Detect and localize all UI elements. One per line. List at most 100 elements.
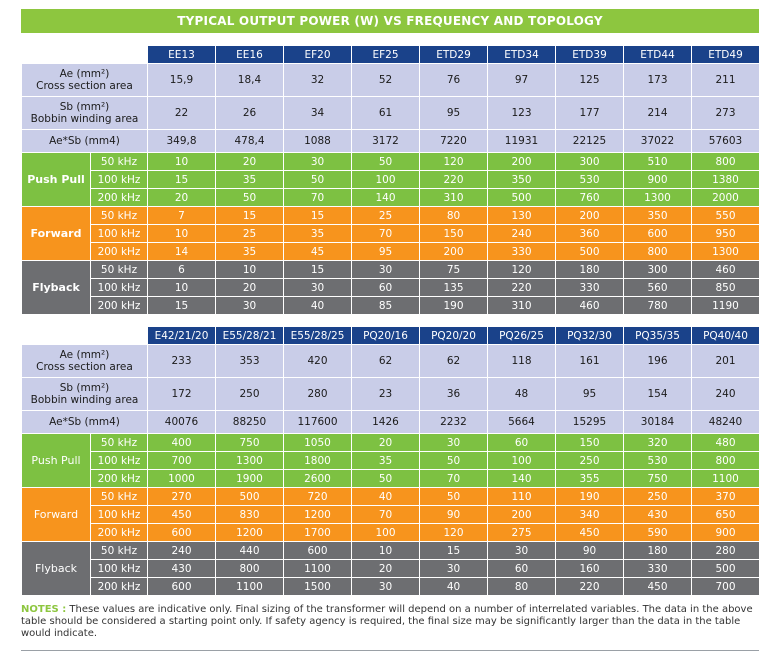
property-value: 478,4: [215, 129, 284, 153]
power-value: 240: [487, 224, 556, 243]
property-value: 1088: [283, 129, 352, 153]
property-value: 26: [215, 96, 284, 130]
topology-label: Push Pull: [21, 152, 91, 207]
power-value: 15: [147, 296, 216, 315]
core-header: ETD49: [691, 45, 760, 64]
power-value: 310: [419, 188, 488, 207]
power-value: 15: [215, 206, 284, 225]
power-value: 750: [215, 433, 284, 452]
property-value: 30184: [623, 410, 692, 434]
property-value: 154: [623, 377, 692, 411]
property-value: 201: [691, 344, 760, 378]
topology-label: Flyback: [21, 260, 91, 315]
property-value: 88250: [215, 410, 284, 434]
core-header: EE13: [147, 45, 216, 64]
frequency-label: 200 kHz: [90, 577, 148, 596]
property-value: 18,4: [215, 63, 284, 97]
power-value: 1380: [691, 170, 760, 189]
property-label: Ae (mm²) Cross section area: [21, 63, 148, 97]
property-description: Cross section area: [36, 80, 133, 92]
property-value: 2232: [419, 410, 488, 434]
power-value: 30: [351, 577, 420, 596]
core-header: ETD29: [419, 45, 488, 64]
property-label: Ae*Sb (mm4): [21, 129, 148, 153]
property-value: 32: [283, 63, 352, 97]
power-value: 15: [283, 206, 352, 225]
power-value: 220: [487, 278, 556, 297]
power-value: 800: [691, 451, 760, 470]
frequency-label: 50 kHz: [90, 433, 148, 452]
power-value: 120: [419, 152, 488, 171]
power-value: 600: [147, 577, 216, 596]
property-value: 214: [623, 96, 692, 130]
property-value: 15295: [555, 410, 624, 434]
power-value: 1100: [691, 469, 760, 488]
topology-label: Forward: [21, 206, 91, 261]
power-value: 300: [555, 152, 624, 171]
power-value: 510: [623, 152, 692, 171]
property-value: 52: [351, 63, 420, 97]
property-value: 37022: [623, 129, 692, 153]
power-value: 1700: [283, 523, 352, 542]
core-header: PQ20/20: [419, 326, 488, 345]
power-value: 140: [487, 469, 556, 488]
property-value: 95: [555, 377, 624, 411]
property-value: 161: [555, 344, 624, 378]
power-value: 120: [487, 260, 556, 279]
power-value: 1200: [283, 505, 352, 524]
power-value: 450: [623, 577, 692, 596]
frequency-label: 200 kHz: [90, 523, 148, 542]
property-name: Ae*Sb (mm4): [49, 416, 120, 428]
power-value: 200: [555, 206, 624, 225]
power-value: 110: [487, 487, 556, 506]
power-value: 700: [147, 451, 216, 470]
power-value: 500: [215, 487, 284, 506]
property-value: 177: [555, 96, 624, 130]
power-value: 15: [147, 170, 216, 189]
power-value: 80: [419, 206, 488, 225]
property-description: Bobbin winding area: [30, 113, 139, 125]
power-value: 40: [419, 577, 488, 596]
property-value: 118: [487, 344, 556, 378]
property-value: 211: [691, 63, 760, 97]
frequency-label: 50 kHz: [90, 487, 148, 506]
power-value: 25: [351, 206, 420, 225]
power-value: 480: [691, 433, 760, 452]
power-value: 1050: [283, 433, 352, 452]
power-value: 460: [691, 260, 760, 279]
power-value: 90: [555, 541, 624, 560]
power-value: 100: [351, 523, 420, 542]
frequency-label: 100 kHz: [90, 224, 148, 243]
power-value: 250: [555, 451, 624, 470]
property-value: 23: [351, 377, 420, 411]
power-value: 75: [419, 260, 488, 279]
power-value: 190: [419, 296, 488, 315]
property-value: 349,8: [147, 129, 216, 153]
core-header: E42/21/20: [147, 326, 216, 345]
power-value: 85: [351, 296, 420, 315]
property-description: Cross section area: [36, 361, 133, 373]
power-value: 130: [487, 206, 556, 225]
power-value: 200: [419, 242, 488, 261]
header-blank: [21, 45, 148, 64]
property-label: Sb (mm²) Bobbin winding area: [21, 377, 148, 411]
power-value: 6: [147, 260, 216, 279]
property-name: Sb (mm²): [59, 101, 110, 113]
power-value: 15: [283, 260, 352, 279]
power-value: 600: [623, 224, 692, 243]
core-header: EE16: [215, 45, 284, 64]
property-value: 62: [351, 344, 420, 378]
power-value: 35: [351, 451, 420, 470]
power-value: 30: [283, 278, 352, 297]
property-name: Ae (mm²): [59, 349, 110, 361]
power-value: 15: [419, 541, 488, 560]
power-value: 35: [215, 242, 284, 261]
power-value: 1190: [691, 296, 760, 315]
power-value: 360: [555, 224, 624, 243]
core-header: ETD34: [487, 45, 556, 64]
power-value: 760: [555, 188, 624, 207]
power-value: 500: [691, 559, 760, 578]
power-value: 180: [555, 260, 624, 279]
property-value: 36: [419, 377, 488, 411]
power-value: 50: [419, 451, 488, 470]
